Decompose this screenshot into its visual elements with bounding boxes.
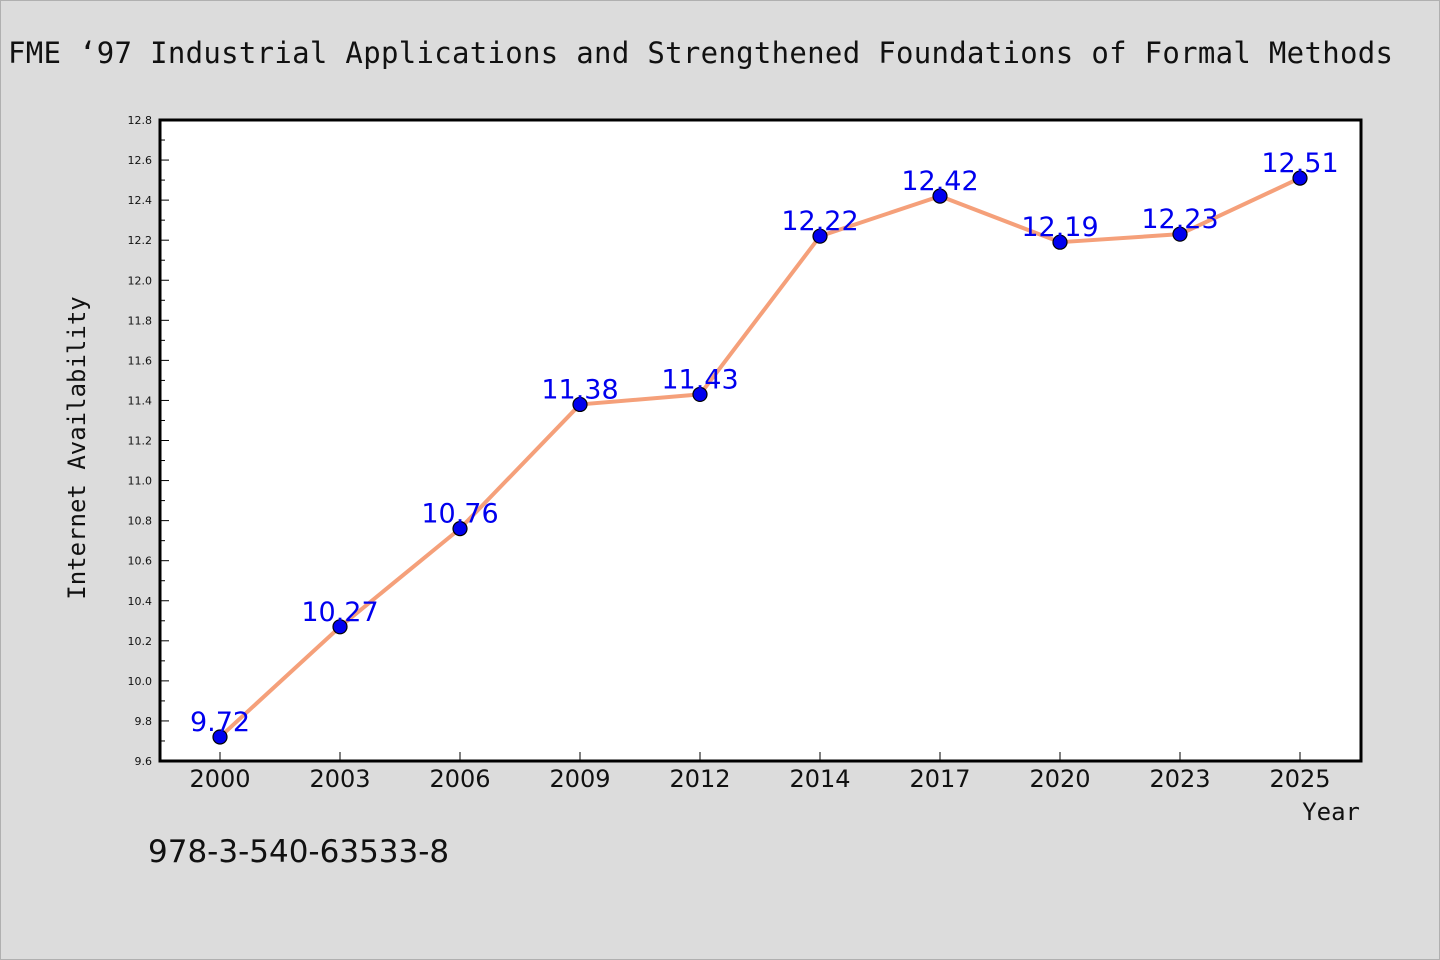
y-tick-label: 10.4 <box>128 595 153 608</box>
y-tick-label: 9.6 <box>135 755 153 768</box>
data-point <box>692 386 708 403</box>
y-tick-label: 10.0 <box>128 675 153 688</box>
x-tick-label: 2000 <box>189 765 250 793</box>
data-label: 11.38 <box>541 374 618 405</box>
series-line <box>218 176 1301 739</box>
data-point <box>932 188 948 204</box>
y-axis-ticks: 9.6 9.8 10.0 10.2 10.4 10.6 10.8 11.0 11.2 11.4 11… <box>128 114 169 768</box>
plot-area-group <box>158 118 1363 763</box>
data-point <box>332 619 348 635</box>
y-tick-label: 9.8 <box>135 715 153 728</box>
y-tick-label: 11.2 <box>128 435 153 448</box>
data-point <box>1172 226 1188 242</box>
data-point <box>452 521 468 537</box>
y-tick-label: 11.0 <box>128 475 153 488</box>
x-tick-label: 2020 <box>1029 765 1090 793</box>
data-label: 11.43 <box>661 364 738 395</box>
series-line-group <box>218 176 1301 739</box>
x-axis-ticks: 2000 2003 2006 2009 2012 2014 2017 2020 2023 2025 <box>189 752 1331 793</box>
data-label: 12.19 <box>1021 212 1098 243</box>
y-tick-label: 12.4 <box>128 194 153 207</box>
y-tick-label: 12.0 <box>128 274 153 287</box>
data-points <box>212 170 1308 745</box>
y-tick-label: 12.6 <box>128 154 153 167</box>
x-tick-label: 2017 <box>909 765 970 793</box>
data-label: 9.72 <box>190 707 250 738</box>
x-tick-label: 2023 <box>1149 765 1210 793</box>
data-point <box>212 729 228 745</box>
y-axis-label: Internet Availability <box>63 296 91 599</box>
data-point <box>812 228 828 244</box>
x-tick-label: 2014 <box>789 765 850 793</box>
data-label: 12.42 <box>901 166 978 197</box>
y-tick-label: 10.6 <box>128 555 153 568</box>
plot-area <box>158 118 1363 763</box>
x-tick-label: 2012 <box>669 765 730 793</box>
data-point <box>572 396 588 413</box>
isbn-text: 978-3-540-63533-8 <box>148 834 450 870</box>
data-point <box>1292 170 1308 186</box>
y-tick-label: 11.8 <box>128 314 153 327</box>
data-labels: 9.72 10.27 10.76 11.38 11.43 12.22 12.42 12.19 1… <box>190 148 1339 738</box>
y-tick-label: 12.2 <box>128 234 153 247</box>
y-tick-label: 11.6 <box>128 354 153 367</box>
x-tick-label: 2025 <box>1269 765 1330 793</box>
data-label: 12.51 <box>1261 148 1338 179</box>
chart-title: FME ‘97 Industrial Applications and Stre… <box>8 36 1394 70</box>
data-point <box>1052 234 1068 250</box>
data-label: 12.23 <box>1141 204 1218 235</box>
data-label: 12.22 <box>781 206 858 237</box>
data-label: 10.27 <box>301 597 378 628</box>
x-tick-label: 2006 <box>429 765 490 793</box>
x-axis-label: Year <box>1302 798 1360 826</box>
data-label: 10.76 <box>421 499 498 530</box>
y-tick-label: 12.8 <box>128 114 153 127</box>
x-tick-label: 2009 <box>549 765 610 793</box>
x-tick-label: 2003 <box>309 765 370 793</box>
y-tick-label: 10.2 <box>128 635 153 648</box>
y-tick-label: 11.4 <box>128 394 153 407</box>
y-tick-label: 10.8 <box>128 515 153 528</box>
